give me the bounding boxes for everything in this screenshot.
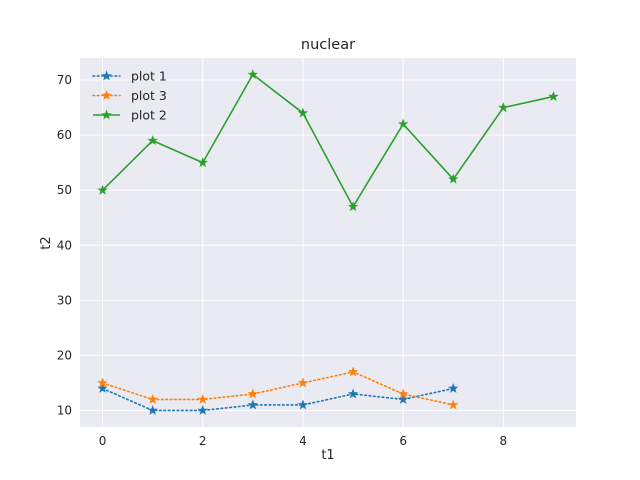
y-tick-label: 20 [57, 348, 72, 362]
data-point-star [347, 388, 359, 399]
legend-item: plot 1 [92, 69, 167, 84]
y-axis-label: t2 [39, 236, 54, 249]
data-point-star [397, 118, 409, 129]
series-3 [97, 69, 559, 212]
y-tick-label: 10 [57, 403, 72, 417]
data-point-star [347, 201, 359, 212]
y-tick-label: 50 [57, 183, 72, 197]
x-tick-label: 8 [500, 434, 508, 448]
data-point-star [197, 393, 208, 404]
data-point-star [297, 399, 309, 410]
x-axis-label: t1 [321, 448, 334, 463]
data-point-star [297, 377, 309, 388]
plot-area [80, 58, 576, 427]
data-point-star [397, 388, 409, 399]
legend-label: plot 3 [131, 88, 167, 103]
data-point-star [247, 69, 259, 79]
series-line [101, 73, 554, 208]
data-point-star [147, 393, 158, 404]
data-point-star [147, 405, 158, 415]
legend-item: plot 3 [92, 88, 167, 103]
legend-label: plot 2 [131, 108, 167, 123]
chart-title: nuclear [301, 37, 355, 53]
y-tick-label: 30 [57, 293, 72, 307]
data-point-star [548, 91, 559, 101]
data-point-star [448, 382, 459, 393]
data-point-star [448, 399, 459, 410]
legend: plot 1 plot 3 plot 2 [92, 69, 167, 123]
series-2 [97, 366, 459, 410]
data-point-star [97, 382, 108, 393]
y-tick-labels: 10 20 30 40 50 60 70 [57, 73, 72, 417]
y-tick-label: 40 [57, 238, 72, 252]
x-tick-label: 4 [299, 434, 307, 448]
data-point-star [498, 102, 509, 112]
legend-label: plot 1 [131, 69, 167, 84]
x-tick-label: 2 [199, 434, 207, 448]
x-tick-labels: 0 2 4 6 8 [99, 434, 507, 448]
y-tick-label: 60 [57, 128, 72, 142]
data-point-star [247, 388, 259, 399]
series-1 [97, 382, 459, 415]
legend-marker [101, 90, 112, 100]
legend-marker [101, 70, 112, 81]
series-line [101, 371, 455, 406]
y-tick-label: 70 [57, 73, 72, 87]
data-point-star [147, 135, 158, 146]
data-point-star [397, 393, 409, 404]
series-layer [97, 69, 559, 415]
data-point-star [197, 157, 208, 168]
data-point-star [97, 184, 108, 195]
data-point-star [247, 399, 259, 410]
grid-lines [80, 58, 576, 427]
data-point-star [297, 107, 309, 118]
data-point-star [97, 377, 108, 388]
data-point-star [347, 366, 359, 377]
data-point-star [448, 173, 459, 184]
series-line [101, 387, 455, 412]
legend-item: plot 2 [93, 108, 167, 123]
x-tick-label: 6 [399, 434, 407, 448]
data-point-star [197, 405, 208, 415]
x-tick-label: 0 [99, 434, 107, 448]
legend-marker [101, 109, 112, 120]
